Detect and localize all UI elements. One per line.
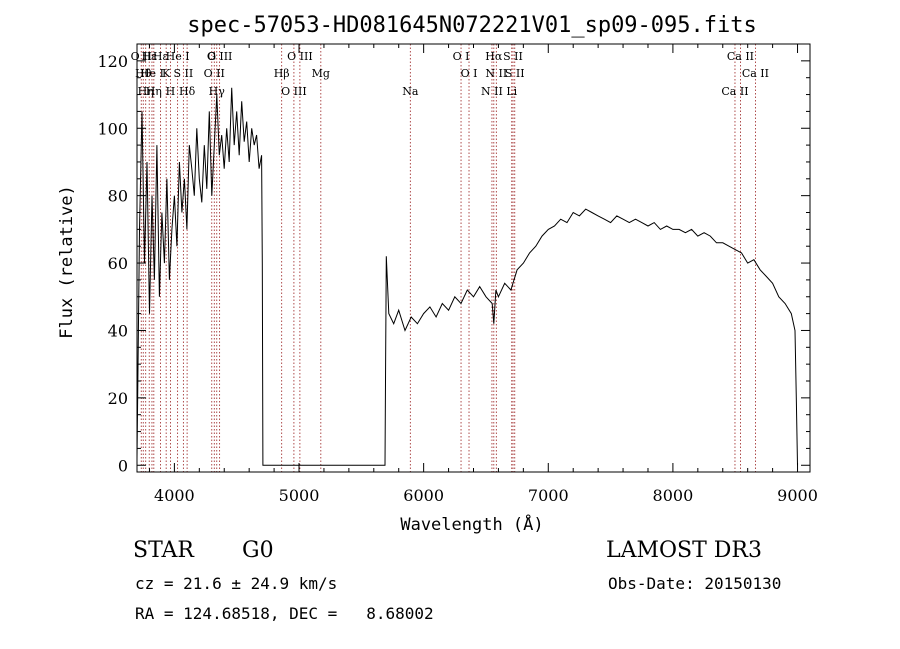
line-label: O III	[287, 50, 313, 63]
line-label: Li	[506, 85, 517, 98]
object-type: STAR	[133, 538, 194, 563]
line-label: Hγ	[209, 85, 226, 98]
line-label: He I	[166, 50, 190, 63]
line-label: Ca II	[721, 85, 748, 98]
line-label: Hα	[485, 50, 503, 63]
y-tick-label: 40	[108, 321, 128, 340]
y-tick-label: 80	[108, 187, 128, 206]
chart-title: spec-57053-HD081645N072221V01_sp09-095.f…	[187, 13, 757, 38]
line-label: Mg	[312, 67, 330, 80]
spectral-class: G0	[242, 538, 274, 563]
line-label: G	[207, 50, 216, 63]
x-tick-label: 5000	[279, 486, 320, 505]
line-label: O III	[207, 50, 233, 63]
y-tick-label: 60	[108, 254, 128, 273]
line-label: He I	[140, 67, 164, 80]
x-tick-label: 4000	[154, 486, 195, 505]
line-label: O II	[131, 50, 152, 63]
line-label: O I	[453, 50, 470, 63]
line-label: N II	[481, 85, 503, 98]
line-label: K	[162, 67, 171, 80]
line-label: Hη	[146, 85, 162, 98]
line-label: Hδ	[179, 85, 196, 98]
emission-line-markers	[140, 44, 756, 472]
y-tick-label: 0	[118, 456, 128, 475]
line-label: O II	[204, 67, 225, 80]
x-tick-label: 6000	[403, 486, 444, 505]
line-label: N II	[485, 67, 507, 80]
spectrum-line	[136, 87, 798, 466]
survey-name: LAMOST DR3	[606, 538, 762, 563]
line-label: Hβ	[274, 67, 290, 80]
coordinates: RA = 124.68518, DEC = 8.68002	[135, 604, 434, 623]
line-label: Ca II	[742, 67, 769, 80]
x-tick-label: 9000	[777, 486, 818, 505]
line-label: S II	[505, 67, 525, 80]
line-label: Hε	[153, 50, 169, 63]
y-tick-label: 20	[108, 389, 128, 408]
x-tick-label: 8000	[653, 486, 694, 505]
x-tick-label: 7000	[528, 486, 569, 505]
line-label: O I	[461, 67, 478, 80]
line-label: S II	[503, 50, 523, 63]
y-axis-label: Flux (relative)	[57, 185, 77, 339]
line-label: O III	[281, 85, 307, 98]
y-tick-label: 100	[97, 119, 128, 138]
x-axis-label: Wavelength (Å)	[400, 513, 543, 535]
line-label: Hε	[142, 50, 158, 63]
plot-frame	[136, 43, 811, 473]
line-label: Na	[402, 85, 419, 98]
obs-date: Obs-Date: 20150130	[608, 574, 782, 593]
y-axis: 0 20 40 60 80 100 120	[97, 52, 810, 475]
line-label: Hθ	[135, 67, 152, 80]
line-label: Hη	[138, 85, 154, 98]
line-label: Ca II	[727, 50, 754, 63]
y-tick-label: 120	[97, 52, 128, 71]
line-label: S II	[173, 67, 193, 80]
redshift-cz: cz = 21.6 ± 24.9 km/s	[135, 574, 338, 593]
line-label: H	[166, 85, 176, 98]
x-axis: 4000 5000 6000 7000 8000 9000	[148, 44, 818, 505]
